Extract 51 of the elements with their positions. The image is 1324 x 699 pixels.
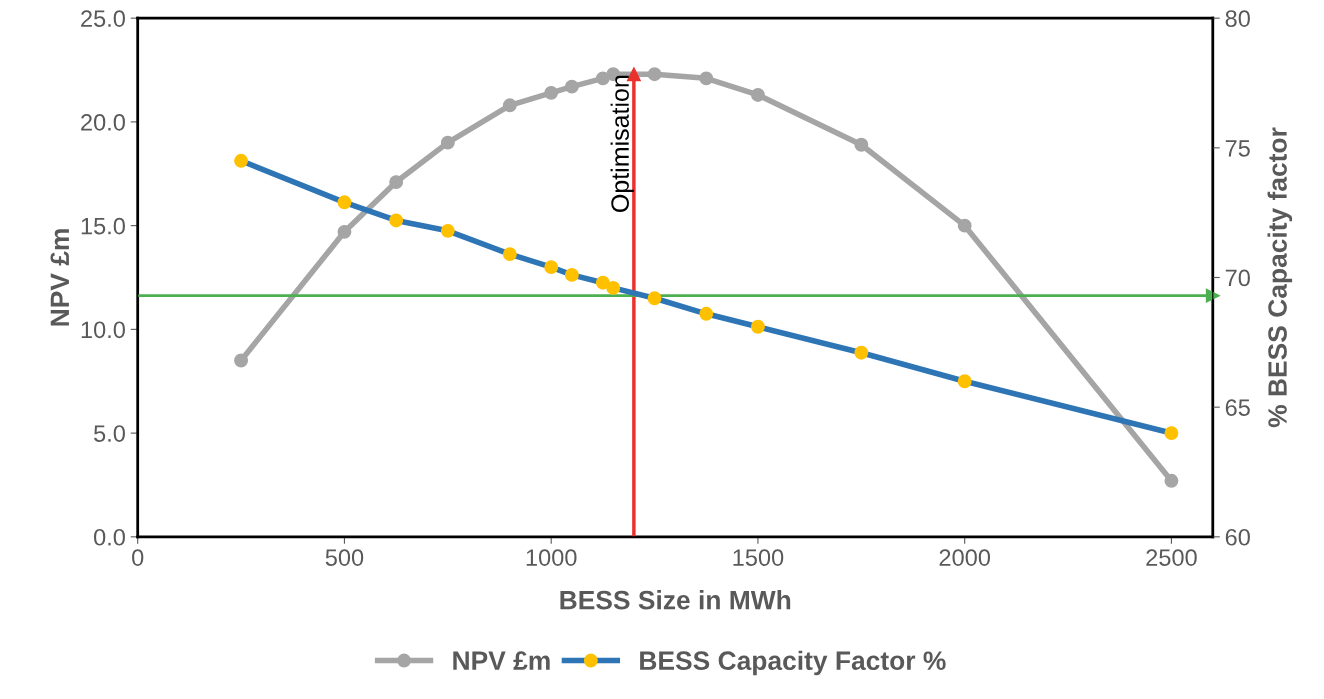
legend-label: NPV £m — [453, 651, 550, 670]
point — [1164, 426, 1179, 441]
point — [502, 98, 517, 113]
y-tick-label: 25.0 — [81, 10, 125, 27]
point — [854, 345, 869, 360]
y-axis-title: NPV £m — [50, 229, 69, 326]
y2-tick-label: 60 — [1225, 528, 1250, 546]
point — [544, 85, 559, 100]
point — [502, 247, 517, 262]
x-tick-label: 2500 — [1146, 549, 1197, 566]
point — [234, 353, 249, 368]
x-tick-label: 0 — [132, 549, 144, 566]
point — [389, 213, 404, 228]
point — [595, 275, 610, 290]
point — [337, 195, 352, 210]
point — [440, 135, 455, 150]
point — [854, 137, 869, 152]
point — [564, 267, 579, 282]
y-tick-label: 5.0 — [94, 425, 125, 442]
x-tick-label: 2000 — [939, 549, 991, 566]
point — [606, 280, 621, 295]
y2-tick-label: 75 — [1225, 140, 1250, 157]
y-tick-label: 0.0 — [93, 528, 125, 546]
point — [750, 87, 765, 102]
legend-label: BESS Capacity Factor % — [640, 650, 946, 676]
y2-tick-label: 80 — [1225, 10, 1250, 27]
point — [337, 224, 352, 239]
x-tick-label: 500 — [325, 549, 364, 566]
point — [750, 319, 765, 334]
point — [647, 291, 662, 306]
point — [544, 260, 559, 275]
y2-tick-label: 65 — [1225, 399, 1250, 416]
x-tick-label: 1500 — [733, 549, 784, 566]
ref-line-label: Optimisation — [610, 75, 634, 212]
point — [389, 175, 404, 190]
x-tick-label: 1000 — [526, 549, 577, 566]
y-tick-label: 15.0 — [81, 217, 125, 235]
y2-axis-title: % BESS Capacity factor — [1267, 127, 1293, 428]
x-axis-title: BESS Size in MWh — [560, 590, 791, 610]
point — [699, 71, 714, 86]
y2-tick-label: 70 — [1225, 269, 1250, 287]
y-tick-label: 10.0 — [81, 321, 125, 339]
y-tick-label: 20.0 — [81, 113, 125, 131]
point — [564, 79, 579, 94]
point — [957, 218, 972, 233]
point — [699, 306, 714, 321]
point — [957, 374, 972, 389]
point — [647, 67, 662, 82]
point — [234, 153, 249, 168]
point — [1164, 473, 1179, 488]
point — [440, 223, 455, 238]
